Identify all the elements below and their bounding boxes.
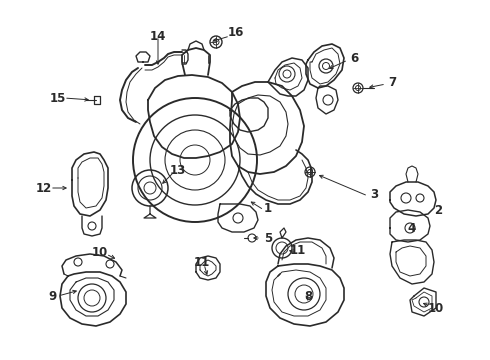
Text: 2: 2	[434, 203, 442, 216]
Text: 5: 5	[264, 231, 272, 244]
Text: 10: 10	[92, 246, 108, 258]
Text: 7: 7	[388, 76, 396, 89]
Text: 1: 1	[264, 202, 272, 215]
Text: 14: 14	[150, 30, 166, 42]
Text: 4: 4	[408, 221, 416, 234]
Text: 6: 6	[350, 51, 358, 64]
Text: 13: 13	[170, 163, 186, 176]
Text: 15: 15	[50, 91, 66, 104]
Text: 16: 16	[228, 26, 244, 39]
Text: 8: 8	[304, 289, 312, 302]
Text: 3: 3	[370, 188, 378, 201]
Text: 11: 11	[290, 243, 306, 256]
Text: 9: 9	[48, 289, 56, 302]
Text: 11: 11	[194, 256, 210, 269]
Text: 12: 12	[36, 181, 52, 194]
Text: 10: 10	[428, 302, 444, 315]
